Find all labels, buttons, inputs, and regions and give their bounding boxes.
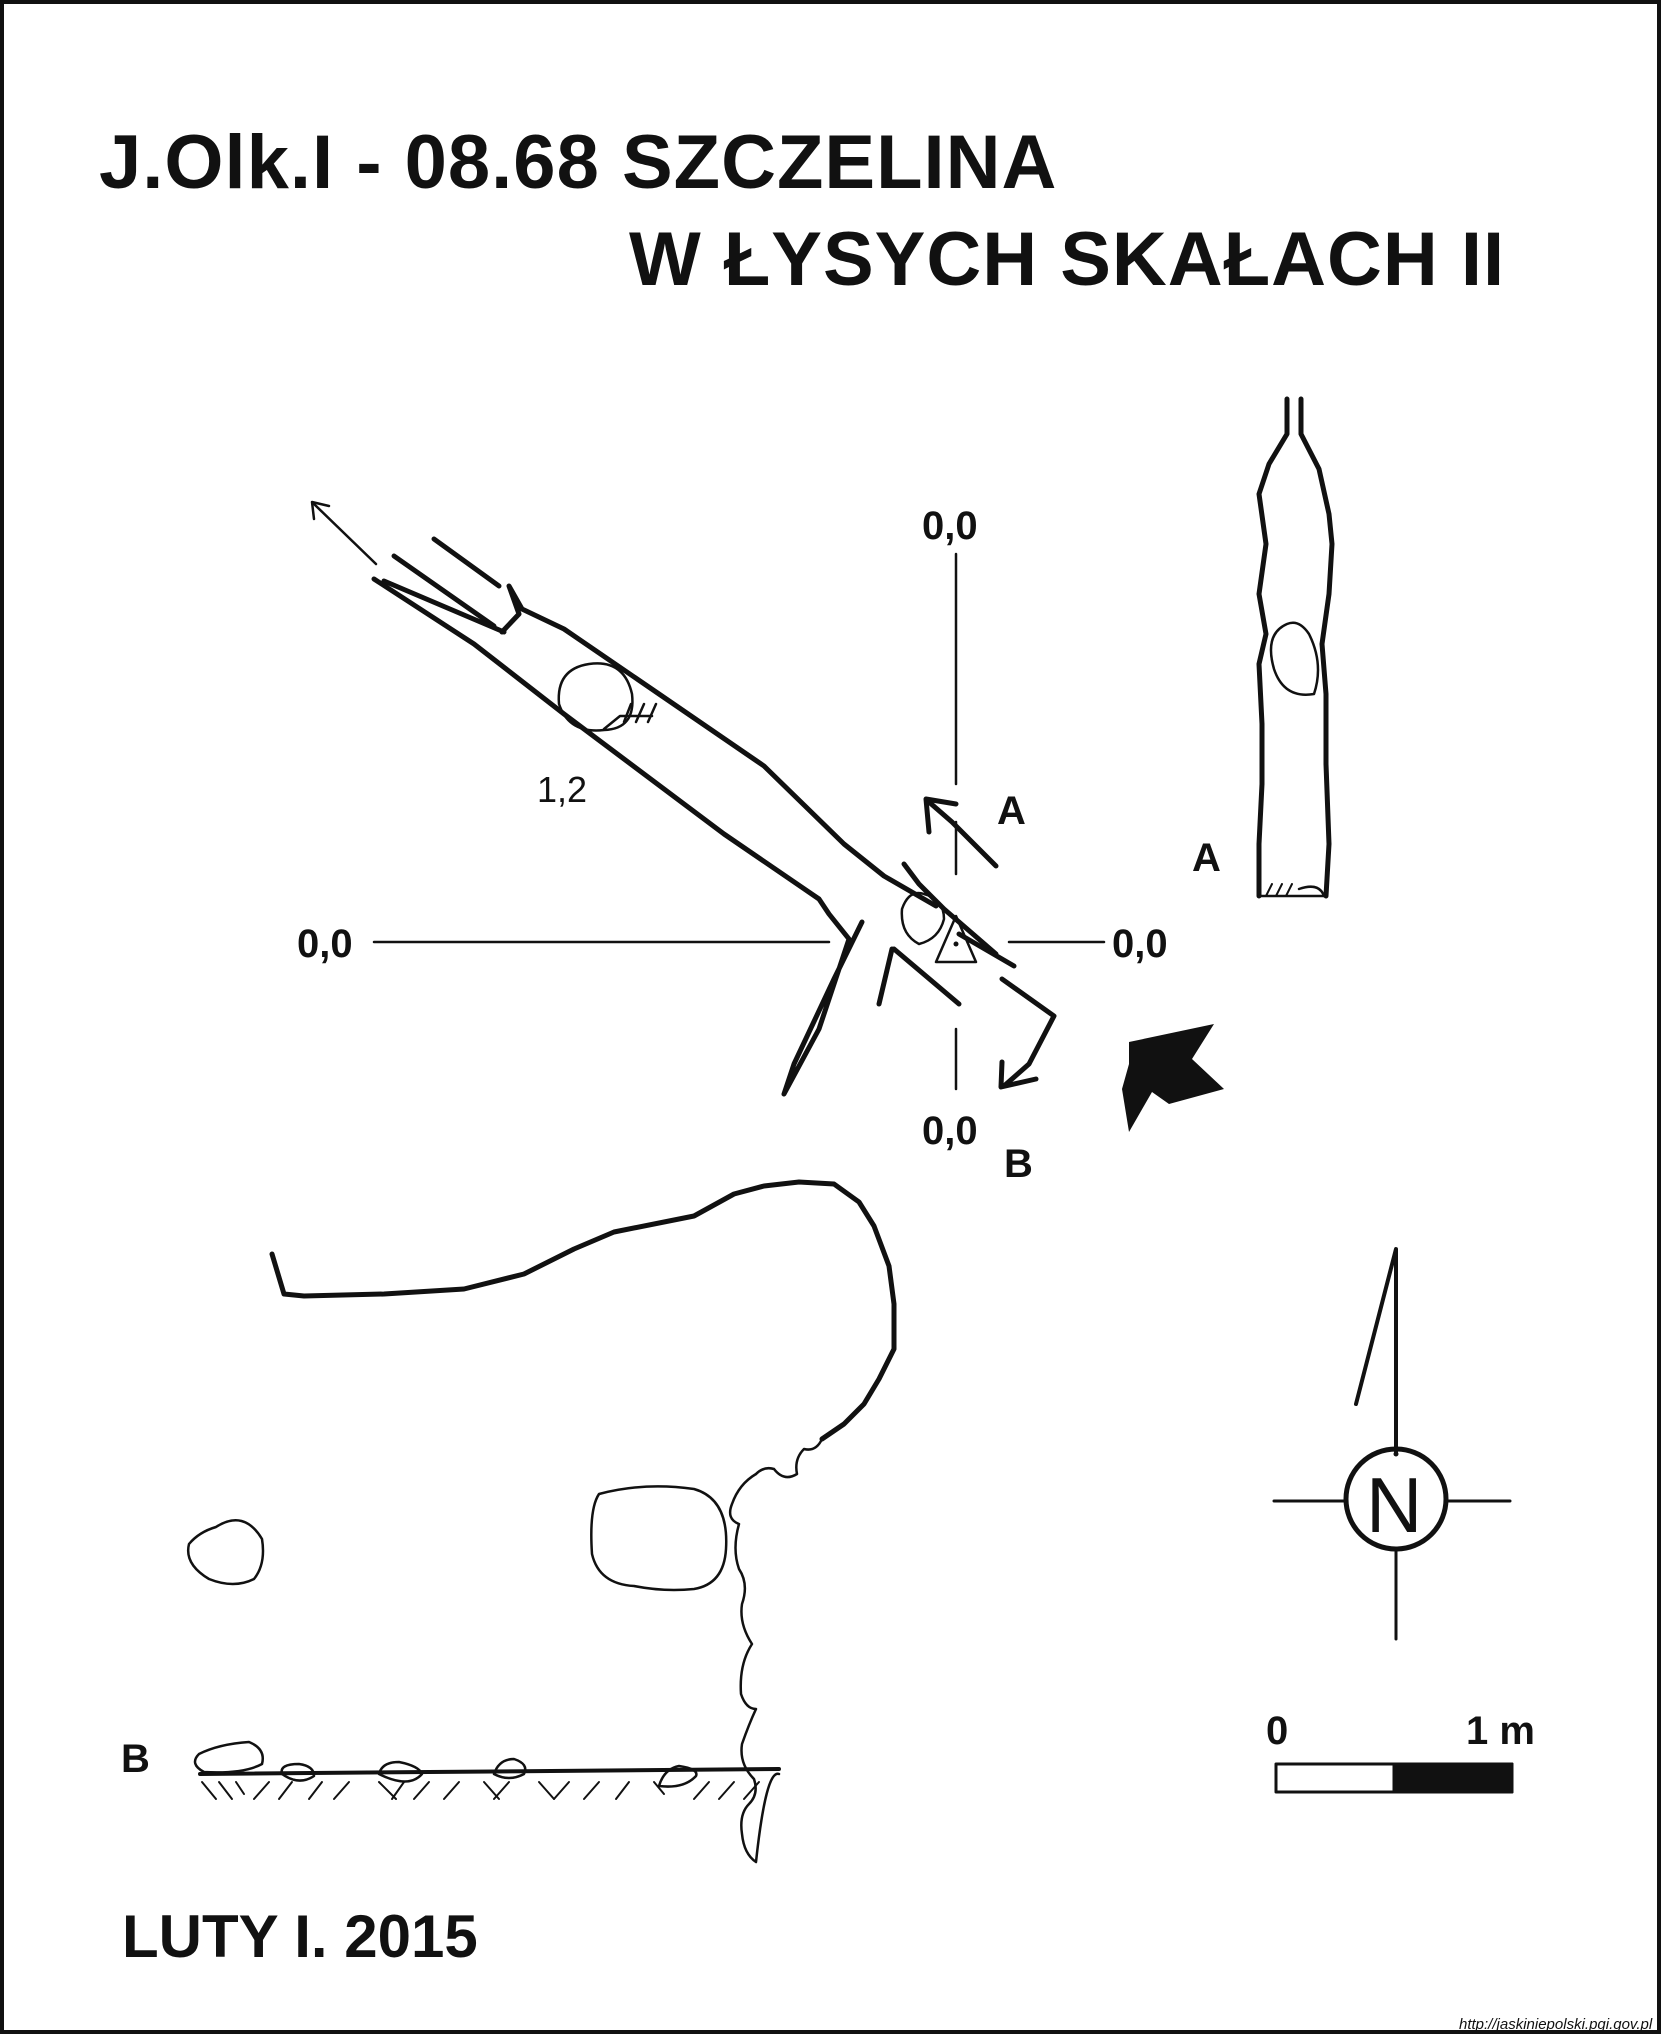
zero-right-label: 0,0: [1112, 922, 1168, 966]
source-link[interactable]: http://jaskiniepolski.pgi.gov.pl: [1459, 2016, 1653, 2033]
section-b-arrow: [999, 976, 1057, 1089]
scale-end-label: 1 m: [1466, 1709, 1535, 1753]
rift-wall-stroke: [431, 536, 502, 589]
zero-left-label: 0,0: [297, 922, 353, 966]
scale-bar: [1274, 1762, 1514, 1794]
section-b-wall: [728, 1472, 781, 1864]
cross-section-b: [186, 1179, 897, 1864]
section-b-floor: [198, 1767, 781, 1776]
section-a-wall-right: [1298, 396, 1335, 899]
survey-station-icon: [934, 914, 978, 964]
section-a-wall-left: [1256, 396, 1290, 899]
zero-top-label: 0,0: [922, 504, 978, 548]
title-line-1: J.Olk.I - 08.68 SZCZELINA: [99, 120, 1058, 205]
rock-block: [900, 891, 946, 946]
passage-continuation-arrow: [312, 502, 378, 566]
section-b-profile: [269, 1179, 897, 1442]
cross-section-a: [1256, 396, 1335, 899]
section-a-arrow: [926, 799, 999, 869]
title-line-2: W ŁYSYCH SKAŁACH II: [629, 217, 1506, 302]
zero-bottom-label: 0,0: [922, 1109, 978, 1153]
passage-wall-north: [499, 583, 939, 909]
scale-start-label: 0: [1266, 1709, 1289, 1753]
rock-block: [557, 662, 634, 732]
section-b-marker-label: B: [1004, 1142, 1033, 1186]
depth-label: 1,2: [537, 769, 588, 810]
entrance-arrow-icon: [1122, 1024, 1224, 1132]
boulder: [186, 1519, 265, 1586]
north-arrow-icon: [1272, 1247, 1512, 1641]
boulder: [590, 1485, 728, 1592]
survey-date: LUTY I. 2015: [122, 1903, 478, 1970]
cave-drawing: [186, 396, 1514, 1864]
section-a-marker-label: A: [997, 789, 1026, 833]
passage-wall-south: [371, 576, 865, 1097]
cave-plan: [310, 500, 1106, 1097]
compass-north-letter: N: [1366, 1461, 1423, 1549]
cross-section-b-label: B: [121, 1737, 150, 1781]
rock-block: [1269, 621, 1320, 696]
cross-section-a-label: A: [1192, 836, 1221, 880]
